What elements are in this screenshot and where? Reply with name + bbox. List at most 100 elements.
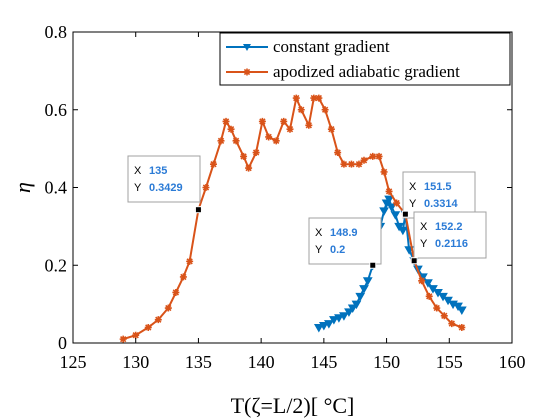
data-point xyxy=(297,106,305,114)
data-point xyxy=(217,137,225,145)
datatip-label: Y xyxy=(315,244,323,256)
x-axis-label: T(ζ=L/2)[ °C] xyxy=(231,393,355,418)
y-tick-label: 0.4 xyxy=(45,178,68,198)
data-point xyxy=(313,323,324,333)
data-point xyxy=(355,292,366,302)
x-tick-label: 155 xyxy=(436,352,463,372)
data-point xyxy=(440,312,448,320)
data-point xyxy=(351,300,362,310)
legend-marker xyxy=(243,44,251,51)
data-point xyxy=(172,288,180,296)
data-point xyxy=(362,277,373,286)
data-point xyxy=(369,152,377,160)
data-point xyxy=(344,308,354,317)
data-point xyxy=(375,152,383,160)
datatip-value: 152.2 xyxy=(435,221,463,233)
data-point xyxy=(222,117,230,125)
data-point xyxy=(144,323,152,331)
x-tick-label: 145 xyxy=(310,352,337,372)
data-point xyxy=(209,160,217,168)
data-point xyxy=(384,195,394,205)
x-tick-label: 160 xyxy=(499,352,526,372)
legend-item: constant gradient xyxy=(226,37,390,56)
datatip-value: 0.2 xyxy=(330,244,345,256)
x-tick-label: 125 xyxy=(60,352,87,372)
datatip[interactable]: X 148.9 Y 0.2 xyxy=(308,217,382,269)
data-point xyxy=(379,207,389,216)
data-point xyxy=(334,314,344,323)
data-point xyxy=(119,335,127,343)
data-point xyxy=(232,137,240,145)
datatip-value: 0.2116 xyxy=(435,238,468,250)
legend-marker xyxy=(243,68,251,76)
data-point xyxy=(327,125,335,133)
data-point xyxy=(418,277,426,285)
data-point xyxy=(321,106,329,114)
y-axis-label: η xyxy=(10,182,35,193)
datatip-marker xyxy=(410,257,418,265)
data-point xyxy=(390,211,401,220)
datatip-box xyxy=(127,155,201,203)
x-tick-label: 130 xyxy=(122,352,149,372)
datatip-value: 135 xyxy=(149,165,167,177)
data-point xyxy=(398,226,408,236)
datatips: X 135 Y 0.3429 X 148.9 Y 0.2 X 151.5 Y 0.3314 X 152.2… xyxy=(127,155,487,269)
data-point xyxy=(386,203,397,212)
datatip-box xyxy=(413,211,487,259)
data-point xyxy=(360,156,368,164)
data-point xyxy=(164,304,172,312)
x-tick-label: 135 xyxy=(185,352,212,372)
data-point xyxy=(324,320,334,329)
datatip-label: X xyxy=(420,221,428,233)
data-point xyxy=(252,149,260,157)
data-point xyxy=(286,125,294,133)
axes: 125 130 135 140 145 150 155 160 0 0.2 0.4 0.6 0.8 xyxy=(45,22,526,372)
datatip-value: 148.9 xyxy=(330,227,358,239)
datatip-label: X xyxy=(315,227,323,239)
data-point xyxy=(456,306,467,315)
data-point xyxy=(355,160,363,168)
data-point xyxy=(339,312,349,321)
data-point xyxy=(227,125,235,133)
y-tick-label: 0 xyxy=(58,333,67,353)
data-point xyxy=(132,331,140,339)
data-point xyxy=(458,323,466,331)
data-point xyxy=(272,137,280,145)
data-point xyxy=(265,133,273,141)
datatip-label: Y xyxy=(134,182,142,194)
datatip-value: 151.5 xyxy=(424,181,452,193)
datatip[interactable]: X 151.5 Y 0.3314 xyxy=(401,171,476,219)
data-point xyxy=(315,94,323,102)
datatip-label: X xyxy=(134,165,142,177)
data-point xyxy=(334,149,342,157)
data-point xyxy=(310,94,318,102)
legend-label: apodized adiabatic gradient xyxy=(273,62,460,81)
legend-label: constant gradient xyxy=(273,37,390,56)
data-point xyxy=(423,279,433,288)
data-point xyxy=(258,117,266,125)
legend-box xyxy=(219,32,511,86)
datatip-label: X xyxy=(409,181,417,193)
y-tick-label: 0.6 xyxy=(45,100,68,120)
datatip-box xyxy=(308,217,382,265)
data-point xyxy=(154,316,162,324)
datatip-label: Y xyxy=(409,198,417,210)
data-point xyxy=(179,273,187,281)
datatip[interactable]: X 135 Y 0.3429 xyxy=(127,155,202,214)
datatip-marker xyxy=(401,210,409,218)
data-point xyxy=(347,304,358,314)
y-tick-label: 0.2 xyxy=(45,255,68,275)
datatip-marker xyxy=(194,206,202,214)
data-point xyxy=(448,320,456,328)
data-point xyxy=(280,117,288,125)
data-point xyxy=(202,184,210,191)
data-point xyxy=(329,316,339,325)
datatip-value: 0.3314 xyxy=(424,198,459,210)
series-1 xyxy=(119,94,466,343)
legend-item: apodized adiabatic gradient xyxy=(226,62,460,81)
datatip[interactable]: X 152.2 Y 0.2116 xyxy=(410,211,487,265)
data-point xyxy=(347,160,355,168)
series-0 xyxy=(313,195,467,333)
data-point xyxy=(245,164,253,172)
